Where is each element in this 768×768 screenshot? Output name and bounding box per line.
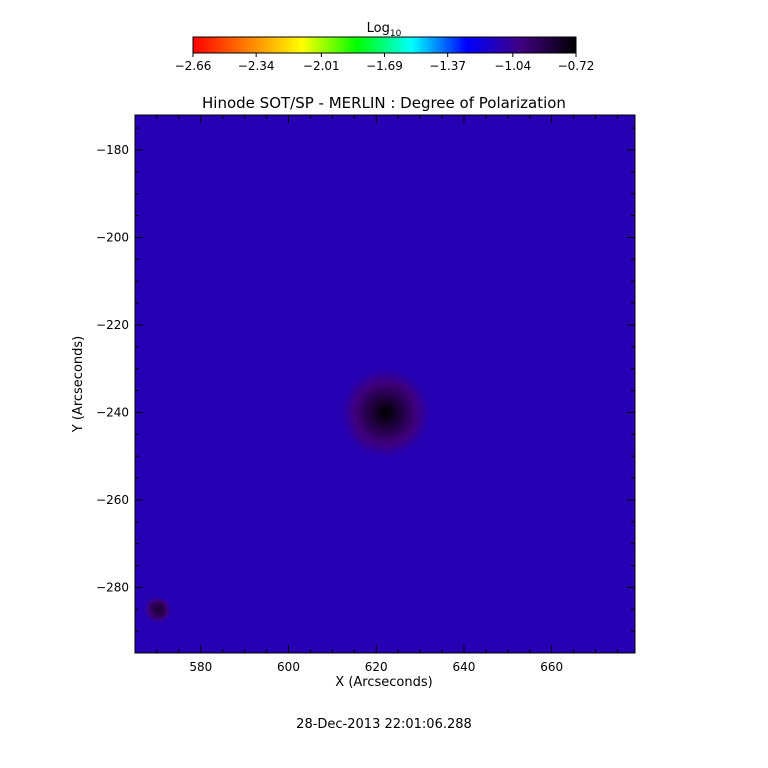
x-axis: 580 600 620 640 660 <box>156 115 618 674</box>
x-tick-label: 600 <box>277 660 300 674</box>
colorbar-tick-label: −2.66 <box>175 59 212 73</box>
chart-title: Hinode SOT/SP - MERLIN : Degree of Polar… <box>202 94 566 112</box>
y-tick-label: −280 <box>96 580 129 594</box>
y-tick-label: −180 <box>96 143 129 157</box>
plot-area: 580 600 620 640 660 −180 −200 −220 −240 −260 −280 <box>96 114 636 674</box>
y-tick-label: −260 <box>96 493 129 507</box>
x-tick-label: 640 <box>452 660 475 674</box>
y-axis-label: Y (Arcseconds) <box>71 336 86 433</box>
colorbar: Log10 −2.66 −2.34 −2.01 −1.69 −1.37 −1.04 −0.7… <box>175 21 595 73</box>
colorbar-tick-label: −2.01 <box>303 59 340 73</box>
colorbar-tick-label: −2.34 <box>238 59 275 73</box>
y-tick-label: −220 <box>96 318 129 332</box>
colorbar-title: Log10 <box>367 21 402 39</box>
colorbar-tick-label: −1.69 <box>366 59 403 73</box>
colorbar-bar <box>192 36 577 54</box>
timestamp: 28-Dec-2013 22:01:06.288 <box>296 717 472 732</box>
colorbar-tick-label: −0.72 <box>558 59 595 73</box>
plot-frame <box>134 114 636 654</box>
heatmap <box>135 115 635 653</box>
colorbar-tick-label: −1.04 <box>494 59 531 73</box>
y-tick-label: −200 <box>96 230 129 244</box>
y-axis: −180 −200 −220 −240 −260 −280 <box>96 127 635 632</box>
colorbar-ticks: −2.66 −2.34 −2.01 −1.69 −1.37 −1.04 −0.72 <box>175 53 595 73</box>
x-axis-label: X (Arcseconds) <box>335 675 432 690</box>
y-tick-label: −240 <box>96 405 129 419</box>
colorbar-tick-label: −1.37 <box>429 59 466 73</box>
x-tick-label: 580 <box>189 660 212 674</box>
x-tick-label: 620 <box>365 660 388 674</box>
x-tick-label: 660 <box>540 660 563 674</box>
